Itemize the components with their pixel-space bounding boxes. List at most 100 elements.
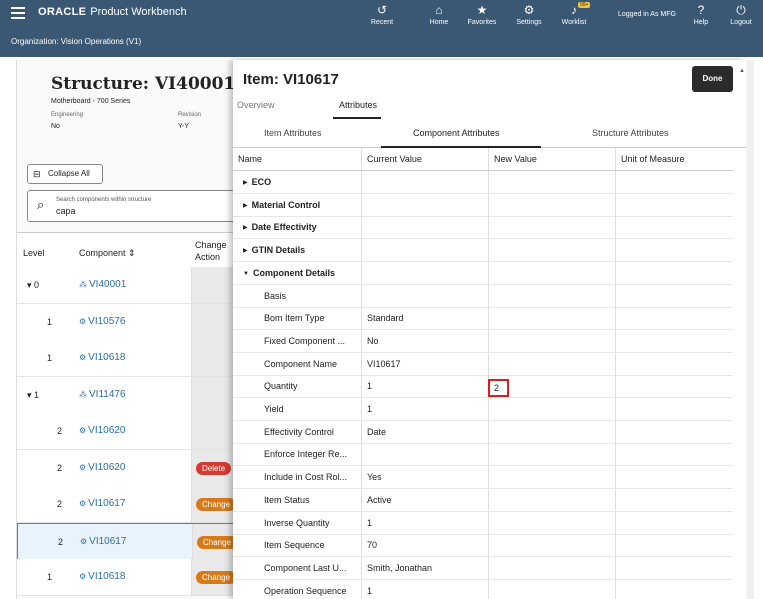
attribute-group-row[interactable]: ▼ Component Details xyxy=(233,262,733,285)
attribute-name: GTIN Details xyxy=(251,245,306,255)
attribute-group-row[interactable]: ▶ ECO xyxy=(233,171,733,194)
new-value-cell[interactable] xyxy=(488,534,615,556)
attribute-group-row[interactable]: ▶ GTIN Details xyxy=(233,239,733,262)
nav-home[interactable]: ⌂ Home xyxy=(417,3,461,26)
attribute-name: Quantity xyxy=(264,381,298,391)
row-level-value: 2 xyxy=(57,426,63,436)
expand-icon[interactable]: ▶ xyxy=(243,248,248,254)
new-value-cell[interactable] xyxy=(488,353,615,375)
attribute-name: Yield xyxy=(264,404,284,414)
current-value-cell: 70 xyxy=(361,534,488,556)
structure-row[interactable]: 2 ⚙ VI10617 Change xyxy=(17,523,252,560)
structure-row[interactable]: 1 ⚙ VI10618 Change xyxy=(17,559,251,596)
nav-favorites-label: Favorites xyxy=(467,19,497,26)
collapse-all-button[interactable]: ⊟ Collapse All xyxy=(27,164,103,184)
component-link[interactable]: ⚙ VI10620 xyxy=(79,462,125,473)
tab-overview[interactable]: Overview xyxy=(237,100,275,110)
expand-icon[interactable]: ▶ xyxy=(243,180,248,186)
structure-row[interactable]: 1 ⚙ VI10576 xyxy=(17,304,251,341)
attribute-group-row[interactable]: ▶ Material Control xyxy=(233,194,733,217)
new-value-cell[interactable] xyxy=(488,216,615,238)
new-value-cell[interactable] xyxy=(488,557,615,579)
structure-row[interactable]: ▾ 1 ⁂ VI11476 xyxy=(17,377,251,414)
component-header[interactable]: Component ⇕ xyxy=(79,248,136,259)
expand-icon[interactable]: ▾ xyxy=(27,280,35,290)
new-value-cell[interactable] xyxy=(488,466,615,488)
grid-header: Name Current Value New Value Unit of Mea… xyxy=(233,148,733,171)
nav-recent[interactable]: ↺ Recent xyxy=(360,3,404,26)
change-action-header: Change Action xyxy=(195,240,227,262)
new-value-cell[interactable] xyxy=(488,512,615,534)
attribute-row: Component Last U... Smith, Jonathan xyxy=(233,557,733,580)
collapse-icon[interactable]: ▼ xyxy=(243,271,249,277)
subtab-structure-attributes[interactable]: Structure Attributes xyxy=(592,128,669,138)
attribute-name-cell: ▶ GTIN Details xyxy=(233,239,361,261)
new-value-cell[interactable] xyxy=(488,443,615,465)
new-value-cell[interactable] xyxy=(488,489,615,511)
attribute-row: Yield 1 xyxy=(233,398,733,421)
structure-row[interactable]: 2 ⚙ VI10620 Delete xyxy=(17,450,251,487)
component-link[interactable]: ⚙ VI10618 xyxy=(79,352,125,363)
organization-label: Organization: Vision Operations (V1) xyxy=(11,37,142,46)
structure-row[interactable]: 2 ⚙ VI10617 Change xyxy=(17,486,251,523)
top-bar: ORACLE Product Workbench Organization: Vi… xyxy=(0,0,763,57)
attribute-name: Enforce Integer Re... xyxy=(264,449,348,459)
new-value-cell[interactable] xyxy=(488,330,615,352)
nav-logout[interactable]: ⏻ Logout xyxy=(719,3,763,26)
nav-settings-label: Settings xyxy=(516,19,542,26)
component-name: VI10618 xyxy=(88,571,126,582)
new-value-cell[interactable] xyxy=(488,580,615,599)
new-value-cell[interactable] xyxy=(488,171,615,193)
structure-row[interactable]: 1 ⚙ VI10618 xyxy=(17,340,251,377)
structure-row[interactable]: 2 ⚙ VI10620 xyxy=(17,413,251,450)
nav-worklist[interactable]: ♪ 99+ Worklist xyxy=(552,2,596,26)
subtab-item-attributes[interactable]: Item Attributes xyxy=(264,128,322,138)
attribute-row: Component Name VI10617 xyxy=(233,353,733,376)
engineering-value: No xyxy=(51,123,60,130)
new-value-cell[interactable] xyxy=(488,307,615,329)
expand-icon[interactable]: ▶ xyxy=(243,225,248,231)
component-link[interactable]: ⚙ VI10620 xyxy=(79,425,125,436)
nav-help[interactable]: ? Help xyxy=(679,3,723,26)
menu-icon[interactable] xyxy=(11,7,25,19)
new-value-cell[interactable] xyxy=(488,194,615,216)
new-value-cell[interactable] xyxy=(488,262,615,284)
nav-favorites[interactable]: ★ Favorites xyxy=(460,3,504,26)
new-value-cell[interactable] xyxy=(488,421,615,443)
subtab-component-attributes[interactable]: Component Attributes xyxy=(413,128,500,138)
uom-cell xyxy=(615,443,733,465)
row-level: ▾ 0 xyxy=(27,280,39,291)
page-scrollbar[interactable] xyxy=(747,60,754,599)
component-link[interactable]: ⚙ VI10576 xyxy=(79,316,125,327)
row-level-value: 2 xyxy=(57,463,63,473)
drawer-title: Item: VI10617 xyxy=(243,71,339,88)
nav-settings[interactable]: ⚙ Settings xyxy=(507,3,551,26)
new-value-cell[interactable] xyxy=(488,398,615,420)
structure-row[interactable]: ▾ 0 ⁂ VI40001 xyxy=(17,267,251,304)
component-link[interactable]: ⚙ VI10617 xyxy=(79,498,125,509)
current-value-cell: 1 xyxy=(361,512,488,534)
component-link[interactable]: ⚙ VI10618 xyxy=(79,571,125,582)
attribute-group-row[interactable]: ▶ Date Effectivity xyxy=(233,216,733,239)
row-level: 2 xyxy=(57,499,62,509)
expand-icon[interactable]: ▶ xyxy=(243,203,248,209)
new-value-cell[interactable] xyxy=(488,239,615,261)
component-search-input[interactable]: ⌕ Search components within structure cap… xyxy=(27,190,251,222)
component-link[interactable]: ⁂ VI11476 xyxy=(79,389,126,400)
logged-in-user[interactable]: Logged in As MFG xyxy=(618,11,676,18)
expand-icon[interactable]: ▾ xyxy=(27,390,35,400)
new-value-cell[interactable] xyxy=(488,285,615,307)
uom-cell xyxy=(615,307,733,329)
scroll-up-icon[interactable]: ▲ xyxy=(739,68,745,74)
current-value-cell xyxy=(361,262,488,284)
component-link[interactable]: ⚙ VI10617 xyxy=(80,536,126,547)
tab-attributes[interactable]: Attributes xyxy=(339,100,378,110)
row-level: 1 xyxy=(47,572,52,582)
done-button[interactable]: Done xyxy=(692,66,733,92)
component-link[interactable]: ⁂ VI40001 xyxy=(79,279,126,290)
row-level-value: 1 xyxy=(34,390,40,400)
row-level: 2 xyxy=(57,426,62,436)
attribute-name-cell: Item Status xyxy=(233,489,361,511)
row-level: 2 xyxy=(58,537,63,547)
new-value-highlight[interactable]: 2 xyxy=(488,379,509,397)
